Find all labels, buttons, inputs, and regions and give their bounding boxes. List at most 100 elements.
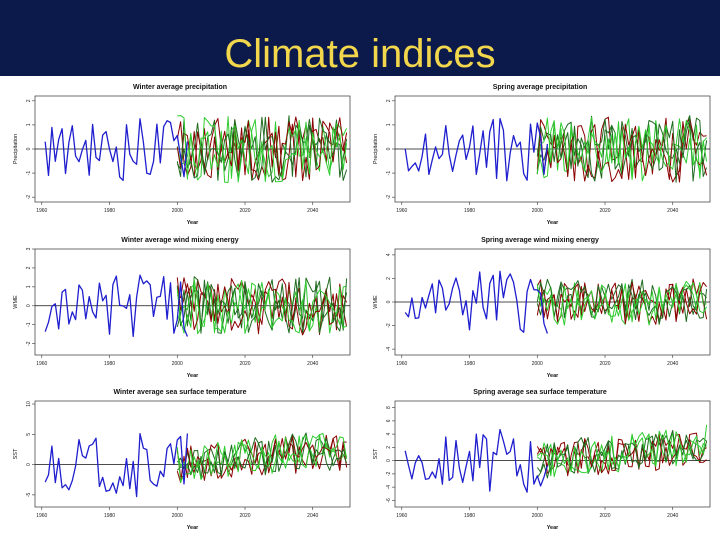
x-tick-label: 2040 xyxy=(307,513,318,519)
x-tick-label: 1980 xyxy=(464,208,475,214)
x-tick-label: 1980 xyxy=(104,513,115,519)
y-tick-label: 2 xyxy=(26,266,32,269)
x-tick-label: 2000 xyxy=(532,513,543,519)
y-tick-label: 3 xyxy=(26,247,32,250)
x-tick-label: 1980 xyxy=(104,208,115,214)
y-tick-label: -4 xyxy=(386,347,392,352)
x-tick-label: 2040 xyxy=(307,361,318,367)
y-axis-label: Precipitation xyxy=(373,134,379,164)
chart-spring-precipitation: Spring average precipitation -2 -1 0 1 2 1960… xyxy=(365,82,715,235)
y-tick-label: 4 xyxy=(386,433,392,436)
y-tick-label: 0 xyxy=(386,459,392,462)
x-axis-label: Year xyxy=(187,220,199,226)
chart-title: Winter average wind mixing energy xyxy=(121,237,239,244)
x-tick-label: 2000 xyxy=(172,513,183,519)
x-axis-label: Year xyxy=(547,373,559,379)
y-tick-label: 0 xyxy=(26,304,32,307)
x-tick-label: 1980 xyxy=(464,513,475,519)
x-tick-label: 2000 xyxy=(532,361,543,367)
projection-series-line xyxy=(536,282,708,326)
x-tick-label: 2040 xyxy=(667,513,678,519)
y-tick-label: 5 xyxy=(26,433,32,436)
projection-series-line xyxy=(536,430,707,478)
x-axis-label: Year xyxy=(187,373,199,379)
x-tick-label: 2020 xyxy=(599,513,610,519)
y-tick-label: 2 xyxy=(386,446,392,449)
projection-series-line xyxy=(177,115,348,183)
x-tick-label: 1960 xyxy=(396,208,407,214)
projection-series-line xyxy=(536,430,708,474)
x-tick-label: 1960 xyxy=(36,361,47,367)
chart-spring-sst: Spring average sea surface temperature -… xyxy=(365,387,715,540)
y-tick-label: 6 xyxy=(386,419,392,422)
projection-series-line xyxy=(536,282,707,325)
y-axis-label: WME xyxy=(13,295,19,309)
projection-series-line xyxy=(536,116,708,180)
y-tick-label: -2 xyxy=(26,195,32,200)
y-tick-label: 0 xyxy=(386,300,392,303)
chart-svg: -4 -2 0 2 4 1960 1980 2000 2020 2040 Year WME xyxy=(373,248,711,379)
chart-svg: -6 -4 -2 0 2 4 6 8 1960 1980 2000 2020 2040 Year SST xyxy=(373,400,711,531)
slide-title: Climate indices xyxy=(224,32,496,76)
x-axis-label: Year xyxy=(547,220,559,226)
x-tick-label: 2040 xyxy=(667,361,678,367)
chart-svg: -2 -1 0 1 2 1960 1980 2000 2020 2040 Year Precipita… xyxy=(13,95,351,226)
chart-title: Winter average precipitation xyxy=(132,84,228,91)
y-tick-label: -4 xyxy=(386,485,392,490)
observed-series-line xyxy=(404,117,549,182)
projection-series-line xyxy=(176,276,348,334)
projection-series-line xyxy=(176,436,348,480)
chart-title: Winter average sea surface temperature xyxy=(113,389,247,396)
x-tick-label: 2040 xyxy=(667,208,678,214)
plot-frame xyxy=(394,400,711,508)
x-tick-label: 2020 xyxy=(239,208,250,214)
y-tick-label: 8 xyxy=(386,406,392,409)
observed-series-line xyxy=(44,274,189,338)
observed-series-line xyxy=(404,428,549,493)
y-tick-label: -5 xyxy=(26,492,32,497)
y-tick-label: -6 xyxy=(386,498,392,503)
plot-frame xyxy=(34,400,351,508)
y-tick-label: 0 xyxy=(26,463,32,466)
chart-winter-sst: Winter average sea surface temperature -… xyxy=(5,387,355,540)
plot-frame xyxy=(34,248,351,356)
projection-series-line xyxy=(176,432,348,483)
y-tick-label: -2 xyxy=(386,195,392,200)
y-axis-label: SST xyxy=(13,448,19,459)
x-tick-label: 1960 xyxy=(36,513,47,519)
y-axis-label: SST xyxy=(373,448,379,459)
projection-series-line xyxy=(536,424,708,477)
chart-svg: -2 -1 0 1 2 1960 1980 2000 2020 2040 Year Precipita… xyxy=(373,95,711,226)
chart-winter-wme: Winter average wind mixing energy -2 -1 0 1… xyxy=(5,235,355,388)
y-tick-label: 1 xyxy=(386,123,392,126)
y-axis-label: WME xyxy=(373,295,379,309)
chart-title: Spring average precipitation xyxy=(492,84,588,91)
projection-series-line xyxy=(176,277,348,336)
y-tick-label: 2 xyxy=(386,99,392,102)
x-axis-label: Year xyxy=(547,525,559,531)
chart-spring-wme: Spring average wind mixing energy -4 -2 0 2… xyxy=(365,235,715,388)
x-tick-label: 2040 xyxy=(307,208,318,214)
x-tick-label: 1960 xyxy=(36,208,47,214)
y-tick-label: 4 xyxy=(386,253,392,256)
y-tick-label: 0 xyxy=(26,147,32,150)
chart-title: Spring average wind mixing energy xyxy=(481,237,599,244)
chart-svg: -5 0 5 10 1960 1980 2000 2020 2040 Year SST xyxy=(13,400,351,531)
y-tick-label: 1 xyxy=(26,123,32,126)
x-tick-label: 1960 xyxy=(396,361,407,367)
y-tick-label: -2 xyxy=(386,471,392,476)
x-axis-label: Year xyxy=(187,525,199,531)
x-tick-label: 1980 xyxy=(104,361,115,367)
x-tick-label: 2020 xyxy=(239,513,250,519)
y-tick-label: -2 xyxy=(386,323,392,328)
x-tick-label: 1960 xyxy=(396,513,407,519)
x-tick-label: 1980 xyxy=(464,361,475,367)
projection-series-line xyxy=(536,280,707,326)
chart-title: Spring average sea surface temperature xyxy=(473,389,607,396)
projection-series-line xyxy=(176,116,348,183)
projection-series-line xyxy=(176,432,348,477)
y-tick-label: -1 xyxy=(26,171,32,176)
x-tick-label: 2000 xyxy=(532,208,543,214)
y-tick-label: -1 xyxy=(386,171,392,176)
projection-series-line xyxy=(176,434,348,483)
